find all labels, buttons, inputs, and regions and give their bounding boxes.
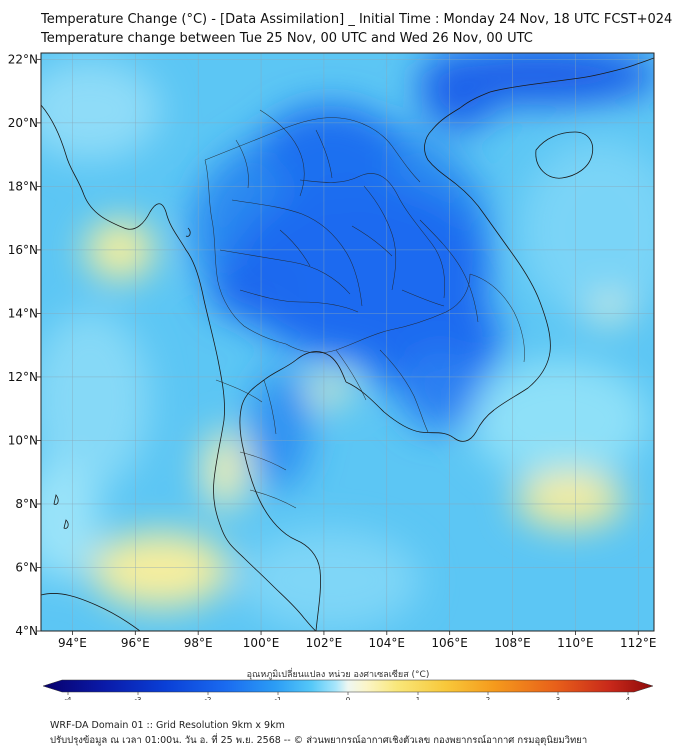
lat-tick-label: 22°N — [8, 52, 38, 66]
lat-tick-label: 6°N — [15, 560, 38, 574]
colorbar-tick-label: 1 — [416, 696, 420, 700]
colorbar-tick-label: 3 — [556, 696, 560, 700]
lat-tick-label: 20°N — [8, 116, 38, 130]
lon-tick-label: 96°E — [121, 636, 150, 650]
lon-tick-label: 108°E — [494, 636, 531, 650]
lon-tick-label: 112°E — [620, 636, 657, 650]
graticule — [41, 53, 654, 631]
longitude-tick-labels: 94°E 96°E 98°E 100°E 102°E 104°E 106°E 108°E 110… — [58, 631, 657, 650]
colorbar: -4 -3 -2 -1 0 1 2 3 4 — [42, 679, 654, 700]
lat-tick-label: 8°N — [15, 497, 38, 511]
lon-tick-label: 102°E — [306, 636, 343, 650]
lon-tick-label: 100°E — [243, 636, 280, 650]
colorbar-tick-label: -3 — [135, 696, 142, 700]
lat-tick-label: 4°N — [15, 624, 38, 638]
map-frame — [40, 52, 655, 632]
lat-tick-label: 12°N — [8, 370, 38, 384]
lon-tick-label: 110°E — [557, 636, 594, 650]
temperature-field — [41, 53, 654, 631]
lon-tick-label: 104°E — [369, 636, 406, 650]
map-title: Temperature Change (°C) - [Data Assimila… — [41, 12, 673, 27]
lat-tick-label: 18°N — [8, 179, 38, 193]
update-info: ปรับปรุงข้อมูล ณ เวลา 01:00น. วัน อ. ที่… — [50, 735, 588, 746]
lat-tick-label: 16°N — [8, 243, 38, 257]
temperature-change-map: 94°E 96°E 98°E 100°E 102°E 104°E 106°E 108°E 110… — [8, 52, 657, 700]
colorbar-title: อุณหภูมิเปลี่ยนแปลง หน่วย องศาเซลเซียส (… — [246, 670, 430, 680]
latitude-tick-labels: 22°N 20°N 18°N 16°N 14°N 12°N 10°N 8°N 6°N 4°N — [8, 52, 41, 638]
colorbar-tick-label: -2 — [205, 696, 212, 700]
lon-tick-label: 106°E — [431, 636, 468, 650]
colorbar-tick-label: -1 — [275, 696, 282, 700]
map-subtitle: Temperature change between Tue 25 Nov, 0… — [41, 31, 533, 46]
colorbar-tick-label: 4 — [626, 696, 631, 700]
province-borders — [204, 109, 525, 509]
lat-tick-label: 14°N — [8, 306, 38, 320]
lon-tick-label: 94°E — [58, 636, 87, 650]
lat-tick-label: 10°N — [8, 433, 38, 447]
model-info: WRF-DA Domain 01 :: Grid Resolution 9km … — [50, 720, 285, 731]
coastlines-and-borders — [41, 57, 654, 631]
colorbar-tick-label: 0 — [346, 696, 350, 700]
lon-tick-label: 98°E — [184, 636, 213, 650]
colorbar-tick-label: -4 — [65, 696, 73, 700]
colorbar-tick-label: 2 — [486, 696, 490, 700]
